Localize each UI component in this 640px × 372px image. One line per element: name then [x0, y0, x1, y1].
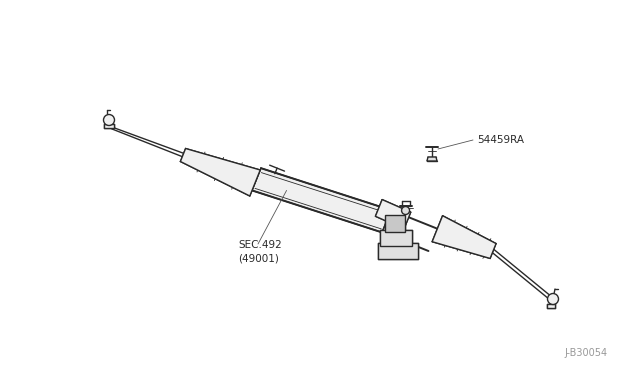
- Polygon shape: [376, 199, 411, 229]
- Polygon shape: [547, 304, 555, 308]
- Text: SEC.492
(49001): SEC.492 (49001): [238, 240, 282, 264]
- Circle shape: [104, 115, 115, 125]
- Polygon shape: [252, 168, 391, 232]
- Polygon shape: [380, 230, 412, 246]
- Polygon shape: [180, 148, 260, 196]
- Polygon shape: [427, 157, 437, 161]
- Polygon shape: [432, 216, 496, 259]
- Circle shape: [547, 294, 559, 305]
- Text: 54459RA: 54459RA: [477, 135, 524, 145]
- Polygon shape: [104, 124, 114, 128]
- Circle shape: [401, 206, 410, 215]
- Polygon shape: [385, 215, 405, 232]
- Text: J-B30054: J-B30054: [565, 348, 608, 358]
- Polygon shape: [378, 243, 418, 259]
